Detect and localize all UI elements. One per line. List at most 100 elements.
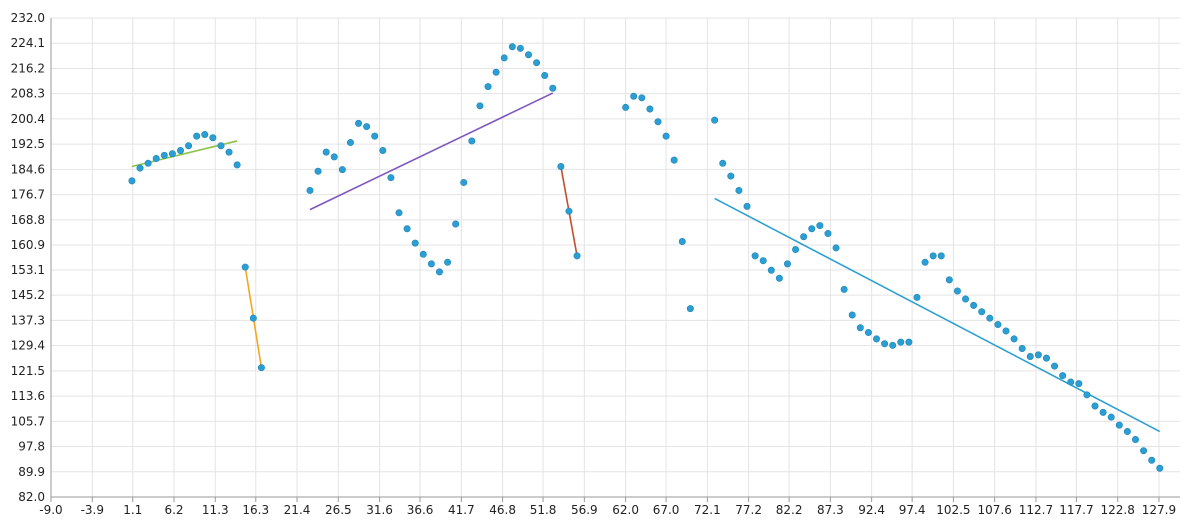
x-tick-label: 26.5 (325, 503, 352, 517)
data-point (444, 258, 452, 266)
data-point (201, 131, 209, 139)
y-tick-label: 153.1 (11, 263, 45, 277)
data-point (233, 161, 241, 169)
x-tick-label: 117.7 (1059, 503, 1093, 517)
data-point (1083, 391, 1091, 399)
x-tick-label: 87.3 (817, 503, 844, 517)
data-point (986, 314, 994, 322)
data-point (411, 239, 419, 247)
data-point (767, 266, 775, 274)
y-tick-label: 232.0 (11, 11, 45, 25)
data-point (160, 151, 168, 159)
data-point (136, 164, 144, 172)
data-point (670, 156, 678, 164)
x-tick-label: 97.4 (899, 503, 926, 517)
data-point (152, 155, 160, 163)
data-point (500, 54, 508, 62)
data-point (516, 44, 524, 52)
data-point (808, 225, 816, 233)
data-point (800, 233, 808, 241)
data-point (168, 150, 176, 158)
x-tick-label: 31.6 (366, 503, 393, 517)
axes (50, 18, 1180, 502)
data-point (889, 341, 897, 349)
data-point (573, 252, 581, 260)
data-point (533, 59, 541, 67)
data-point (484, 83, 492, 91)
x-tick-label: 92.4 (858, 503, 885, 517)
data-point (460, 178, 468, 186)
data-point (257, 364, 265, 372)
x-tick-label: 122.8 (1101, 503, 1135, 517)
data-point (225, 148, 233, 156)
data-point (1010, 335, 1018, 343)
data-point (978, 308, 986, 316)
y-tick-label: 184.6 (11, 162, 45, 176)
data-point (848, 311, 856, 319)
data-point (654, 118, 662, 126)
data-point (508, 43, 516, 51)
data-point (144, 159, 152, 167)
data-point (646, 105, 654, 113)
data-point (945, 276, 953, 284)
data-point (193, 132, 201, 140)
data-point (565, 207, 573, 215)
data-point (735, 186, 743, 194)
data-point (176, 147, 184, 155)
data-point (387, 174, 395, 182)
data-point (541, 71, 549, 79)
data-point (1123, 428, 1131, 436)
x-tick-label: -3.9 (81, 503, 104, 517)
x-axis-tick-labels: -9.0 -3.9 1.1 6.2 11.3 16.3 21.4 26.5 31.6 36.6 41… (39, 503, 1176, 517)
data-point (1148, 456, 1156, 464)
y-tick-label: 176.7 (11, 188, 45, 202)
data-point (355, 119, 363, 127)
data-point (322, 148, 330, 156)
data-point (452, 220, 460, 228)
y-tick-label: 200.4 (11, 112, 45, 126)
data-point (371, 132, 379, 140)
data-point (427, 260, 435, 268)
data-point (306, 186, 314, 194)
x-tick-label: 21.4 (284, 503, 311, 517)
data-point (557, 162, 565, 170)
x-tick-label: 36.6 (407, 503, 434, 517)
data-point (937, 252, 945, 260)
data-point (638, 94, 646, 102)
data-point (1067, 378, 1075, 386)
data-point (864, 329, 872, 337)
data-point (630, 92, 638, 100)
data-point (905, 338, 913, 346)
data-point (743, 202, 751, 210)
data-point (1051, 362, 1059, 370)
x-tick-label: 82.2 (776, 503, 803, 517)
x-tick-label: -9.0 (39, 503, 62, 517)
x-tick-label: 107.6 (977, 503, 1011, 517)
x-tick-label: 102.5 (936, 503, 970, 517)
x-tick-label: 56.9 (571, 503, 598, 517)
data-point (711, 116, 719, 124)
data-point (792, 246, 800, 254)
data-point (662, 132, 670, 140)
x-tick-label: 51.8 (530, 503, 557, 517)
data-point (209, 134, 217, 142)
data-point (1156, 464, 1164, 472)
data-point (953, 287, 961, 295)
data-point (962, 295, 970, 303)
x-tick-label: 11.3 (202, 503, 229, 517)
data-point (338, 166, 346, 174)
data-point (395, 209, 403, 217)
data-point (751, 252, 759, 260)
data-point (686, 305, 694, 313)
data-point (1140, 447, 1148, 455)
data-point (929, 252, 937, 260)
data-point (468, 137, 476, 145)
data-point (363, 123, 371, 131)
data-point (185, 142, 193, 150)
y-tick-label: 89.9 (18, 465, 45, 479)
data-point (678, 238, 686, 246)
y-tick-label: 113.6 (11, 389, 45, 403)
data-point (1099, 408, 1107, 416)
